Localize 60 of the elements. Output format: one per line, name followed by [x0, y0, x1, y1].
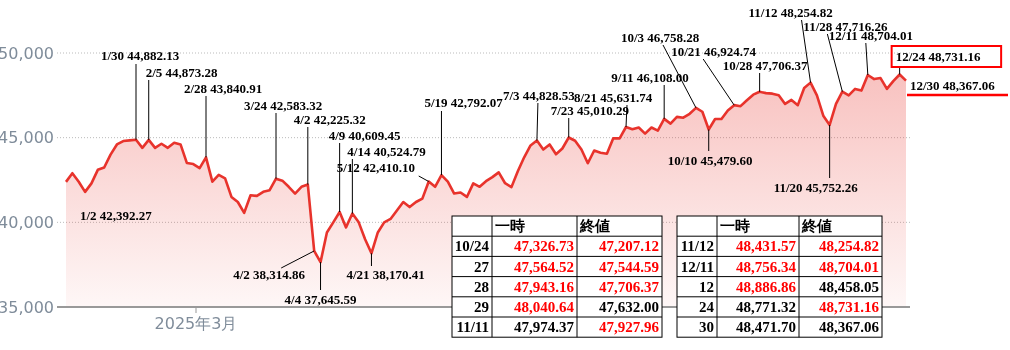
annotation: 5/19 42,792.07 — [424, 95, 504, 110]
annotation: 29 — [474, 299, 489, 315]
text: 48,367.06 — [819, 319, 879, 336]
text: 48,471.70 — [736, 319, 796, 336]
annotation: 10/24 — [454, 238, 490, 255]
annotation: 28 — [474, 278, 489, 295]
annotation: 48,886.86 — [736, 278, 797, 295]
annotation: 48,731.16 — [819, 299, 880, 315]
annotation: 47,326.73 — [514, 238, 574, 255]
annotation: 48,704.01 — [819, 258, 879, 275]
annotation: 47,706.37 — [599, 278, 660, 295]
annotation: 12/11 — [680, 258, 714, 275]
annotation: 1/30 44,882.13 — [101, 48, 180, 63]
annotation: 47,943.16 — [514, 278, 575, 295]
y-tick-label: 35,000 — [0, 297, 54, 317]
annotation: 48,431.57 — [736, 238, 797, 255]
annotation: 47,544.59 — [599, 258, 659, 275]
annotation: 4/4 37,645.59 — [284, 292, 357, 307]
annotation: 12 — [699, 278, 714, 295]
annotation: 4/14 40,524.79 — [347, 144, 427, 159]
y-tick-label: 50,000 — [0, 43, 54, 63]
annotation: 27 — [474, 258, 490, 275]
annotation: 47,564.52 — [514, 258, 574, 275]
annotation: 47,632.00 — [599, 299, 659, 315]
annotation: 8/21 45,631.74 — [574, 90, 653, 105]
annotation: 9/11 46,108.00 — [611, 70, 689, 85]
annotation: 47,207.12 — [599, 238, 659, 255]
annotation: 10/10 45,479.60 — [667, 153, 753, 168]
annotation: 2/5 44,873.28 — [145, 65, 219, 80]
text: 11/12 48,254.82 — [748, 5, 833, 20]
annotation: 10/21 46,924.74 — [671, 44, 757, 59]
text: 2025年3月 — [154, 314, 238, 333]
annotation: 7/3 44,828.53 — [502, 88, 576, 103]
annotation: 48,254.82 — [819, 238, 879, 255]
annotation: 11/12 — [680, 238, 714, 255]
text: 10/3 46,758.28 — [621, 30, 700, 45]
annotation: 48,040.64 — [514, 299, 575, 315]
annotation: 11/20 45,752.26 — [773, 180, 859, 195]
text: 11/11 — [456, 319, 489, 336]
annotation: 2/28 43,840.91 — [184, 81, 263, 96]
annotation: 終値 — [801, 218, 832, 235]
annotation: 1/2 42,392.27 — [80, 208, 153, 223]
annotation: 48,756.34 — [736, 258, 797, 275]
annotation: 3/24 42,583.32 — [244, 98, 323, 113]
annotation: 4/2 38,314.86 — [233, 267, 306, 282]
annotation: 24 — [699, 299, 715, 315]
annotation: 一時 — [720, 218, 750, 235]
text: 47,927.96 — [599, 319, 659, 336]
annotation: 4/21 38,170.41 — [346, 267, 425, 282]
text: 30 — [699, 319, 714, 336]
annotation: 一時 — [495, 218, 525, 235]
annotation: 48,771.32 — [736, 299, 796, 315]
annotation: 4/2 42,225.32 — [293, 112, 366, 127]
annotation: 4/9 40,609.45 — [328, 128, 401, 143]
annotation: 48,458.05 — [819, 278, 879, 295]
annotation: 終値 — [579, 218, 610, 235]
annotation: 10/28 47,706.37 — [722, 58, 808, 73]
annotation: 12/30 48,367.06 — [910, 78, 996, 93]
annotation: 12/24 48,731.16 — [895, 49, 981, 64]
text: 47,974.37 — [514, 319, 574, 336]
